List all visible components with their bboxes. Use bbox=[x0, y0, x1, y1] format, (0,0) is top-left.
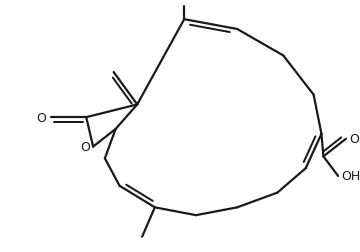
Text: OH: OH bbox=[341, 170, 360, 183]
Text: O: O bbox=[80, 141, 90, 153]
Text: O: O bbox=[36, 111, 46, 124]
Text: O: O bbox=[349, 133, 359, 146]
